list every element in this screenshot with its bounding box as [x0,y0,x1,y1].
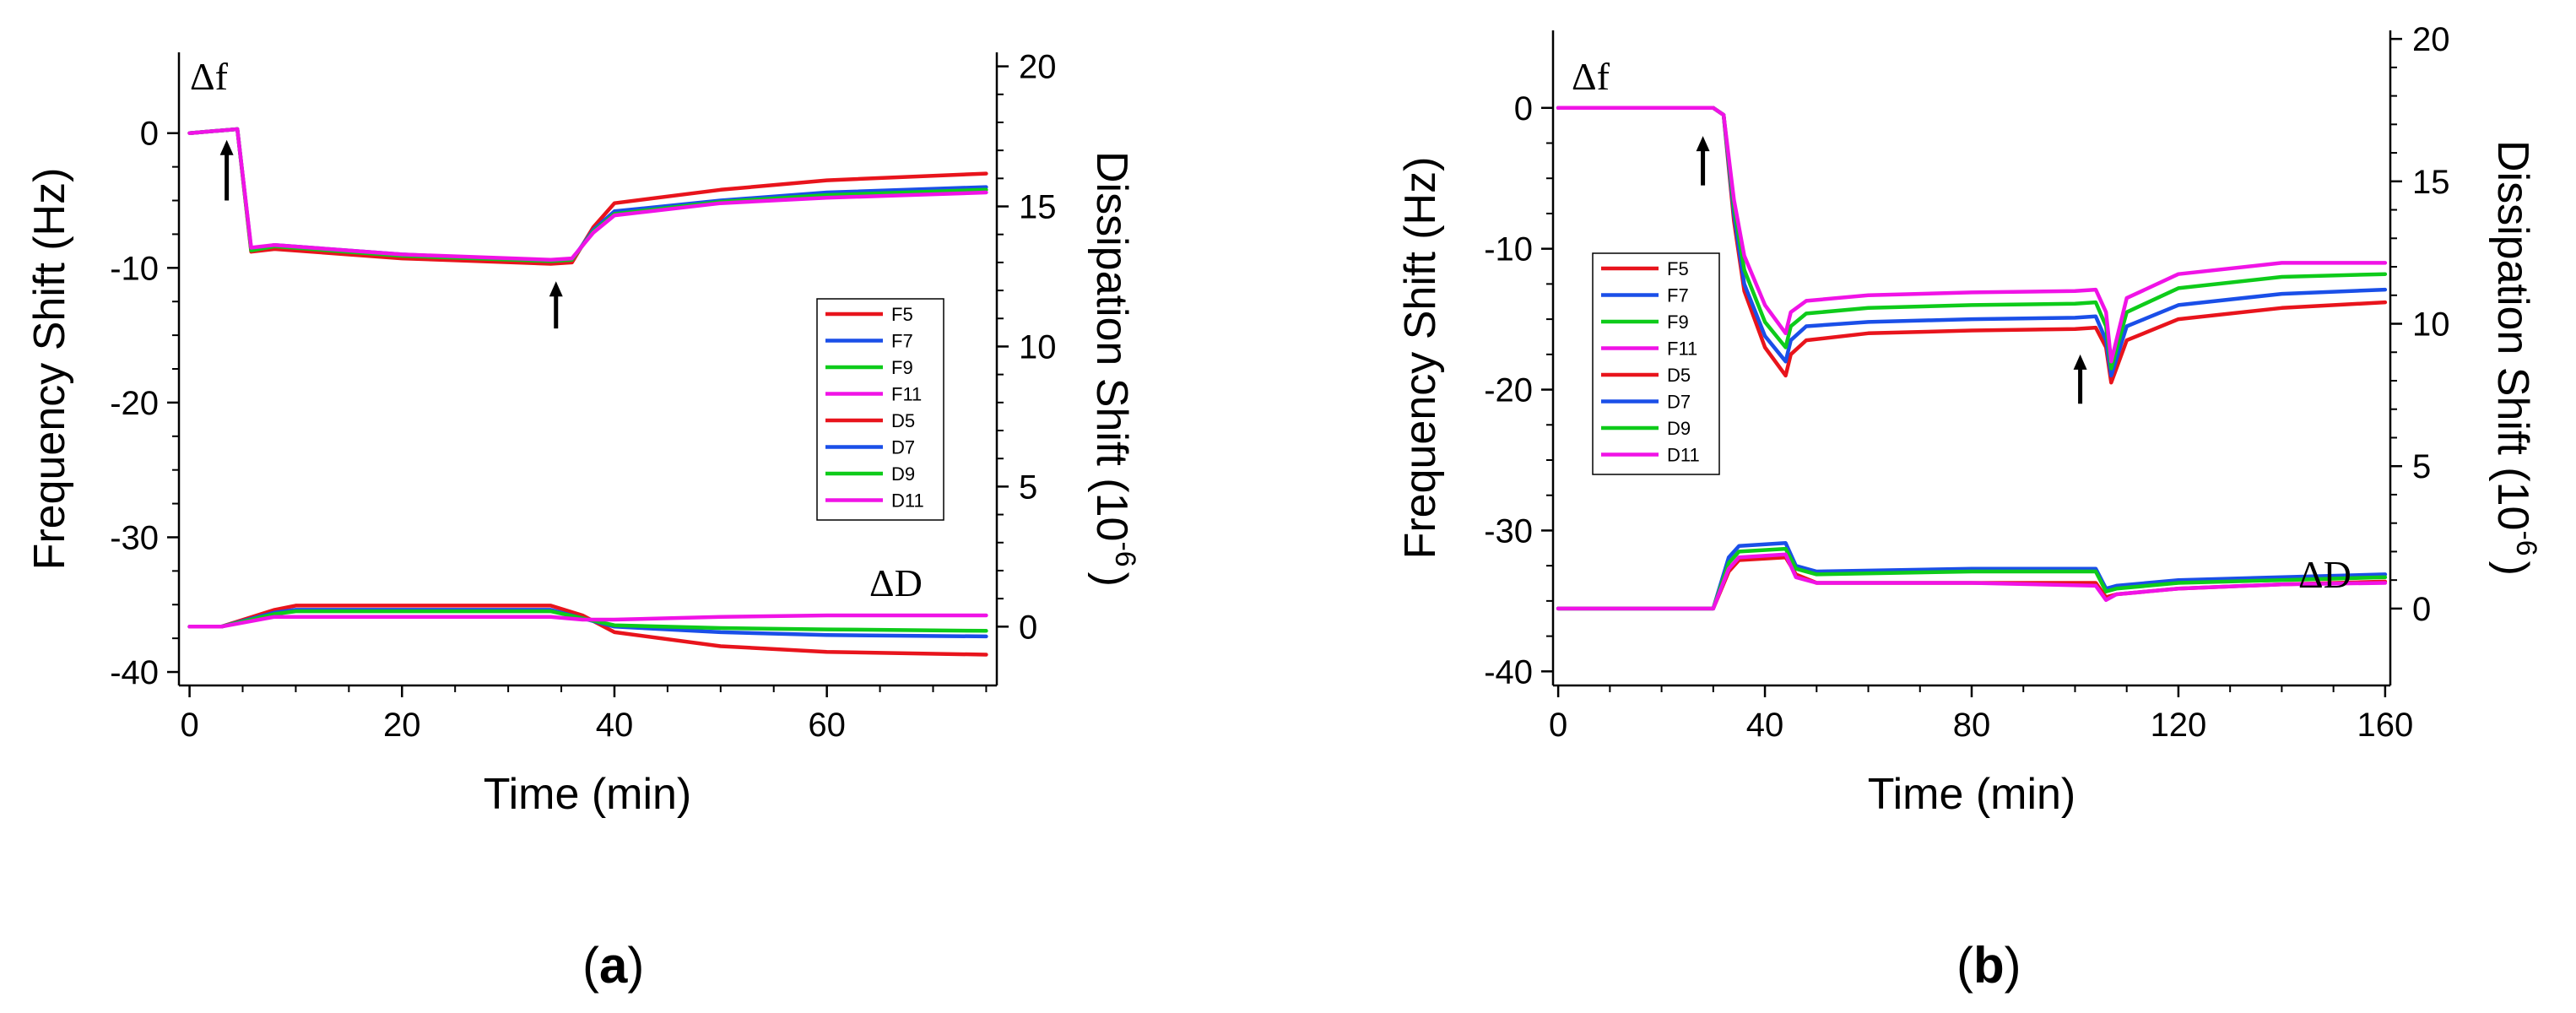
y-left-tick-label: -30 [1484,512,1533,550]
series-line-F11 [1556,106,2388,364]
chart-panel-b: 0 40 80 120 160 0 -10 -20 -30 -40 0 5 10 15 20 Time (mi… [1396,21,2542,994]
y-right-tick-label: 20 [1019,49,1057,86]
y-left-tick-label: -10 [110,250,159,287]
y-right-label-exponent: -6 [2510,530,2542,555]
x-tick-label: 160 [2357,707,2414,744]
legend-label-F9: F9 [891,357,913,378]
legend: F5 F7 F9 F11 D5 D7 D9 D11 [1592,252,1720,475]
x-tick-label: 40 [1746,707,1784,744]
y-right-label-close: ) [1087,572,1136,587]
x-tick-label: 0 [180,707,198,744]
y-left-tick-label: -10 [1484,231,1533,268]
y-right-tick-label: 15 [2412,164,2450,201]
y-right-tick-label: 0 [1019,609,1037,646]
x-tick-label: 0 [1549,707,1567,744]
series-line-F11 [187,127,988,262]
y-right-tick-label: 10 [2412,306,2450,344]
y-left-tick-label: 0 [1514,90,1533,127]
legend-label-D7: D7 [891,437,915,458]
y-left-axis-label: Frequency Shift (Hz) [1396,157,1445,560]
panel-label-letter: a [599,937,628,994]
y-right-tick-label: 5 [1019,469,1037,506]
panel-label: (a) [582,937,644,994]
y-right-tick-label: 5 [2412,448,2431,485]
delta-d-label: ΔD [869,561,923,604]
panel-label-close: ) [2005,937,2021,994]
legend-label-D5: D5 [1667,365,1691,386]
event-arrow [549,281,563,329]
series-line-D7 [1556,541,2388,611]
legend-label-D5: D5 [891,410,915,431]
arrow-head [219,139,234,155]
event-arrow [2073,354,2087,404]
panel-label: (b) [1956,937,2021,994]
y-right-tick-label: 15 [1019,189,1057,226]
y-left-tick-label: -20 [110,385,159,422]
x-tick-label: 120 [2151,707,2207,744]
legend: F5 F7 F9 F11 D5 D7 D9 D11 [816,298,944,521]
y-right-label-text: Dissipation Shift (10 [2488,140,2537,530]
legend-label-F5: F5 [891,304,913,325]
delta-f-label: Δf [1572,55,1610,98]
legend-box [1592,252,1720,475]
y-left-axis-label: Frequency Shift (Hz) [25,168,74,571]
y-right-label-exponent: -6 [1109,541,1141,566]
event-arrow [219,139,234,201]
delta-f-label: Δf [190,55,229,98]
legend-label-D11: D11 [1667,445,1700,466]
legend-label-F7: F7 [891,331,913,352]
delta-d-label: ΔD [2298,553,2351,596]
x-tick-label: 60 [808,707,846,744]
legend-label-D9: D9 [1667,418,1691,439]
legend-label-F5: F5 [1667,258,1689,279]
arrow-head [1696,136,1710,152]
x-tick-label: 80 [1953,707,1991,744]
series-line-D9 [1556,546,2388,611]
y-right-axis-label: Dissipation Shift (10-6) [2488,140,2542,576]
arrow-head [549,281,563,297]
x-axis-label: Time (min) [1868,770,2076,819]
panel-label-letter: b [1973,937,2005,994]
panel-label-open: ( [582,937,599,994]
legend-box [816,298,944,521]
series-group [1556,106,2388,611]
legend-label-D7: D7 [1667,392,1691,413]
legend-label-D9: D9 [891,463,915,485]
y-left-tick-label: -40 [110,654,159,691]
y-left-tick-label: -30 [110,519,159,556]
legend-label-F11: F11 [891,384,922,405]
legend-label-F9: F9 [1667,311,1689,333]
series-group [187,127,988,657]
legend-label-F7: F7 [1667,285,1689,306]
chart-panel-a: 0 20 40 60 0 -10 -20 -30 -40 0 5 10 15 20 Time (min) Fr… [25,49,1141,994]
y-right-label-text: Dissipation Shift (10 [1087,151,1136,541]
arrow-head [2073,354,2087,370]
y-right-tick-label: 20 [2412,21,2450,58]
y-left-tick-label: 0 [140,116,159,153]
y-right-tick-label: 0 [2412,591,2431,628]
y-right-label-close: ) [2488,561,2537,576]
panel-label-open: ( [1956,937,1973,994]
x-tick-label: 40 [596,707,634,744]
y-right-axis-label: Dissipation Shift (10-6) [1087,151,1141,587]
x-tick-label: 20 [383,707,421,744]
event-arrow [1696,136,1710,186]
legend-label-D11: D11 [891,490,924,512]
series-line-D11 [1556,552,2388,611]
series-line-D11 [187,613,988,629]
panel-label-close: ) [627,937,644,994]
y-left-tick-label: -40 [1484,653,1533,691]
legend-label-F11: F11 [1667,339,1697,360]
y-left-tick-label: -20 [1484,372,1533,409]
y-right-tick-label: 10 [1019,328,1057,366]
x-axis-label: Time (min) [484,770,692,819]
